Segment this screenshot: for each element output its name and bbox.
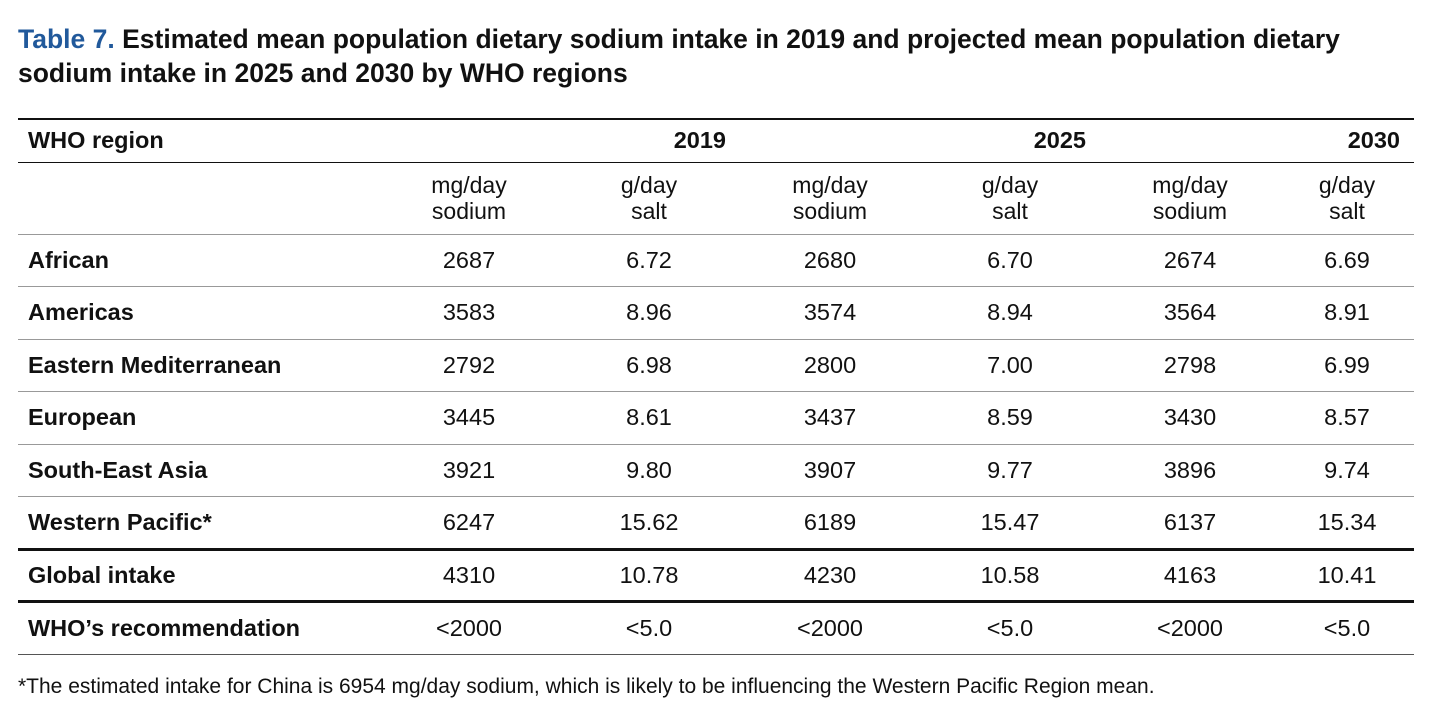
table-title: Estimated mean population dietary sodium… (18, 24, 1340, 88)
value-cell: 6247 (442, 508, 496, 535)
region-cell: South-East Asia (28, 456, 208, 483)
value-cell: 15.47 (980, 508, 1040, 535)
value-cell: 6.70 (987, 246, 1033, 273)
value-cell: 4310 (442, 561, 496, 588)
table-row: Americas 3583 8.96 3574 8.94 3564 8.91 (18, 287, 1414, 339)
table-row: Western Pacific* 6247 15.62 6189 15.47 6… (18, 497, 1414, 549)
value-cell: 8.94 (987, 299, 1033, 326)
table-row: European 3445 8.61 3437 8.59 3430 8.57 (18, 392, 1414, 444)
unit-header-salt: g/day salt (1318, 172, 1376, 224)
value-cell: 8.91 (1324, 299, 1370, 326)
value-cell: 7.00 (987, 351, 1033, 378)
value-cell: <5.0 (1323, 614, 1371, 641)
value-cell: 9.74 (1324, 456, 1370, 483)
table-row: African 2687 6.72 2680 6.70 2674 6.69 (18, 234, 1414, 287)
value-cell: 3430 (1163, 404, 1217, 431)
unit-header-blank (18, 162, 380, 234)
value-cell: <5.0 (625, 614, 673, 641)
year-header-row: WHO region 2019 2025 2030 (18, 119, 1414, 162)
region-cell: WHO’s recommendation (28, 614, 301, 641)
value-cell: 3907 (803, 456, 857, 483)
value-cell: 10.41 (1317, 561, 1377, 588)
value-cell: 9.80 (626, 456, 672, 483)
sodium-intake-table: WHO region 2019 2025 2030 mg/day sodium g… (18, 118, 1414, 655)
value-cell: 3445 (442, 404, 496, 431)
region-cell: Western Pacific* (28, 508, 212, 535)
unit-header-salt: g/day salt (620, 172, 678, 224)
region-column-header: WHO region (28, 127, 164, 154)
value-cell: 3583 (442, 299, 496, 326)
value-cell: 2674 (1163, 246, 1217, 273)
value-cell: 8.96 (626, 299, 672, 326)
table-row: South-East Asia 3921 9.80 3907 9.77 3896… (18, 444, 1414, 497)
unit-header-sodium: mg/day sodium (792, 172, 868, 224)
value-cell: <2000 (1156, 614, 1223, 641)
value-cell: 3437 (803, 404, 857, 431)
value-cell: 2800 (803, 351, 857, 378)
table-footnote: *The estimated intake for China is 6954 … (18, 675, 1155, 698)
region-cell: Eastern Mediterranean (28, 351, 282, 378)
value-cell: 10.58 (980, 561, 1040, 588)
global-intake-row: Global intake 4310 10.78 4230 10.58 4163… (18, 549, 1414, 602)
table-row: Eastern Mediterranean 2792 6.98 2800 7.0… (18, 339, 1414, 392)
value-cell: 3921 (442, 456, 496, 483)
year-header-2025: 2025 (1033, 127, 1086, 154)
value-cell: 6189 (803, 508, 857, 535)
region-cell: Global intake (28, 561, 176, 588)
table-caption: Table 7. Estimated mean population dieta… (18, 22, 1428, 90)
value-cell: 8.61 (626, 404, 672, 431)
value-cell: 15.62 (619, 508, 679, 535)
value-cell: 3574 (803, 299, 857, 326)
region-cell: European (28, 404, 137, 431)
unit-header-salt: g/day salt (981, 172, 1039, 224)
value-cell: 6.99 (1324, 351, 1370, 378)
value-cell: 6.72 (626, 246, 672, 273)
value-cell: 4163 (1163, 561, 1217, 588)
value-cell: <2000 (435, 614, 502, 641)
value-cell: 8.57 (1324, 404, 1370, 431)
region-cell: Americas (28, 299, 134, 326)
value-cell: 6.98 (626, 351, 672, 378)
year-header-2030: 2030 (1347, 127, 1400, 154)
unit-header-sodium: mg/day sodium (1152, 172, 1228, 224)
value-cell: 8.59 (987, 404, 1033, 431)
value-cell: 2680 (803, 246, 857, 273)
unit-header-sodium: mg/day sodium (431, 172, 507, 224)
region-cell: African (28, 246, 109, 273)
value-cell: 2792 (442, 351, 496, 378)
value-cell: 3564 (1163, 299, 1217, 326)
value-cell: 15.34 (1317, 508, 1377, 535)
value-cell: 6.69 (1324, 246, 1370, 273)
value-cell: 3896 (1163, 456, 1217, 483)
value-cell: 6137 (1163, 508, 1217, 535)
value-cell: 4230 (803, 561, 857, 588)
value-cell: 9.77 (987, 456, 1033, 483)
recommendation-row: WHO’s recommendation <2000 <5.0 <2000 <5… (18, 602, 1414, 654)
unit-header-row: mg/day sodium g/day salt mg/day sodium g/da… (18, 162, 1414, 234)
value-cell: 2687 (442, 246, 496, 273)
table-label: Table 7. (18, 24, 115, 54)
value-cell: <5.0 (986, 614, 1034, 641)
value-cell: 2798 (1163, 351, 1217, 378)
value-cell: <2000 (796, 614, 863, 641)
year-header-2019: 2019 (673, 127, 726, 154)
value-cell: 10.78 (619, 561, 679, 588)
